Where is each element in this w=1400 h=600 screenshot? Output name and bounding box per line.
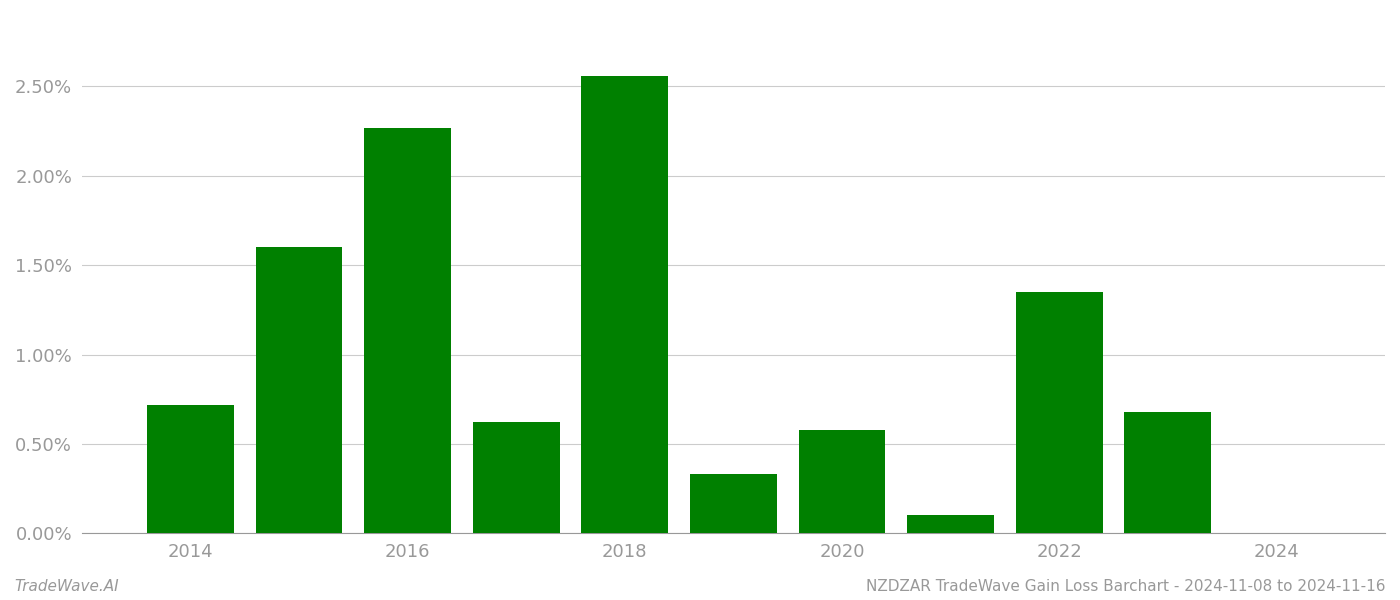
Bar xyxy=(147,404,234,533)
Bar xyxy=(798,430,885,533)
Bar xyxy=(581,76,668,533)
Text: TradeWave.AI: TradeWave.AI xyxy=(14,579,119,594)
Bar xyxy=(1016,292,1103,533)
Bar xyxy=(364,128,451,533)
Bar xyxy=(256,247,343,533)
Bar xyxy=(473,422,560,533)
Text: NZDZAR TradeWave Gain Loss Barchart - 2024-11-08 to 2024-11-16: NZDZAR TradeWave Gain Loss Barchart - 20… xyxy=(867,579,1386,594)
Bar xyxy=(907,515,994,533)
Bar xyxy=(690,475,777,533)
Bar xyxy=(1124,412,1211,533)
